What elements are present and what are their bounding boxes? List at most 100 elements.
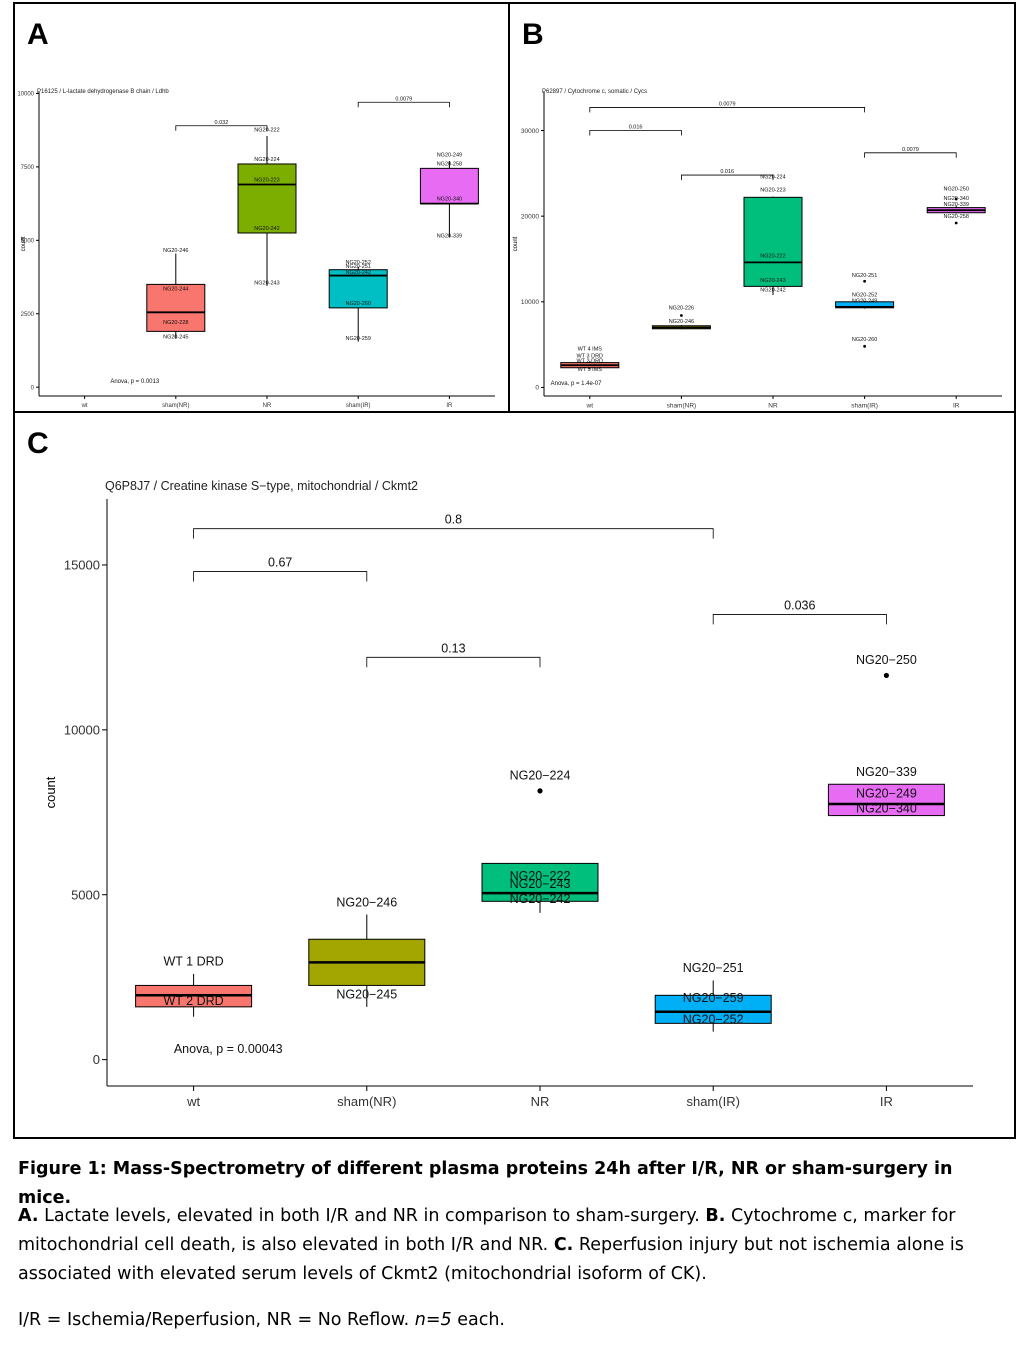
- panel-a-anova-annotation: Anova, p = 0.0013: [110, 379, 160, 385]
- caption-a-label: A.: [18, 1206, 39, 1226]
- panel-a-y-tick-label: 5000: [21, 238, 35, 244]
- panel-a-point-label: NG20-243: [254, 280, 279, 286]
- panel-a-chart: P16125 / L-lactate dehydrogenase B chain…: [17, 89, 495, 409]
- panel-a-y-tick-label: 7500: [21, 165, 35, 171]
- panel-a-x-tick-label: sham(IR): [346, 403, 371, 409]
- panel-c-point-label: WT 2 DRD: [164, 994, 224, 1008]
- panel-a-point-label: NG20-251: [346, 264, 371, 270]
- panel-a-point-label: NG20-259: [346, 336, 371, 342]
- panel-a-point-label: NG20-258: [437, 161, 462, 167]
- panel-c-point-label: NG20−249: [856, 786, 917, 800]
- panel-c-chart-title: Q6P8J7 / Creatine kinase S−type, mitocho…: [105, 479, 418, 493]
- panel-b-comparison-bracket: [589, 107, 865, 113]
- panel-c-point-label: NG20−245: [336, 988, 397, 1002]
- panel-a-letter: A: [27, 18, 49, 51]
- panel-b-y-axis-label: count: [513, 236, 519, 251]
- panel-a-box-nr: [237, 163, 297, 234]
- panel-c-y-tick-label: 0: [93, 1052, 100, 1067]
- panel-a-point-label: NG20-340: [437, 197, 462, 203]
- panel-b-point-label: NG20-252: [852, 293, 877, 299]
- panel-a: A P16125 / L-lactate dehydrogenase B cha…: [13, 2, 510, 413]
- panel-b-point-label: NG20-250: [944, 186, 969, 192]
- panel-a-comparison-label: 0.032: [215, 120, 229, 126]
- panel-b-point-label: NG20-246: [669, 319, 694, 325]
- panel-a-point-label: NG20-244: [163, 286, 188, 292]
- panel-c-y-tick-label: 10000: [64, 722, 100, 737]
- panel-c-point-label: NG20−339: [856, 765, 917, 779]
- panel-b-comparison-label: 0.016: [629, 125, 643, 131]
- panel-c-point-label: NG20−340: [856, 801, 917, 815]
- panel-a-y-axis-label: count: [21, 236, 27, 251]
- panel-c-x-tick-label: NR: [531, 1094, 550, 1109]
- caption-b-text: Cytochrome c, marker for mitochondrial c…: [18, 1206, 956, 1255]
- panel-c-point-label: NG20−250: [856, 653, 917, 667]
- panel-c-letter: C: [27, 427, 49, 460]
- panel-a-y-tick-label: 10000: [17, 92, 34, 98]
- panel-a-point-label: NG20-339: [437, 233, 462, 239]
- panel-b-x-tick-label: sham(NR): [667, 403, 697, 410]
- panel-b-box-nr: [743, 196, 803, 287]
- panel-c-point-label: NG20−242: [510, 892, 571, 906]
- caption-abbr-text: I/R = Ischemia/Reperfusion, NR = No Refl…: [18, 1310, 415, 1330]
- panel-c-point-label: NG20−259: [683, 991, 744, 1005]
- panel-c-comparison-bracket: [712, 614, 887, 625]
- panel-b-point-label: NG20-251: [852, 273, 877, 279]
- caption-c-label: C.: [553, 1235, 574, 1255]
- panel-c-outlier-point: [883, 672, 890, 679]
- panel-b-x-tick-label: wt: [586, 403, 594, 410]
- panel-c-x-tick-label: wt: [186, 1094, 200, 1109]
- panel-b-comparison-label: 0.0079: [719, 101, 736, 107]
- panel-b-point-label: NG20-258: [944, 214, 969, 220]
- panel-b-point-label: NG20-260: [852, 337, 877, 343]
- panel-c-outlier-point: [537, 788, 543, 794]
- panel-b-comparison-label: 0.016: [720, 169, 734, 175]
- panel-b-point-label: WT 4 IMS: [578, 347, 603, 353]
- panel-c-comparison-label: 0.13: [441, 641, 465, 655]
- panel-b-x-tick-label: IR: [953, 403, 960, 410]
- caption-c-text: Reperfusion injury but not ischemia alon…: [18, 1235, 964, 1284]
- panel-a-comparison-bracket: [175, 125, 268, 131]
- panel-b-point-label: NG20-249: [852, 299, 877, 305]
- panel-b-y-tick-label: 10000: [521, 299, 539, 306]
- panel-c-x-tick-label: IR: [880, 1094, 893, 1109]
- panel-a-x-tick-label: wt: [81, 403, 88, 409]
- panel-b-letter: B: [522, 18, 544, 51]
- panel-c-point-label: NG20−224: [510, 768, 571, 782]
- panel-c-comparison-bracket: [193, 571, 368, 582]
- panel-c-comparison-label: 0.036: [784, 598, 815, 612]
- panel-b-outlier-point: [680, 314, 683, 317]
- panel-b-point-label: NG20-222: [760, 253, 785, 259]
- panel-c-point-label: NG20−246: [336, 895, 397, 909]
- panel-c-comparison-label: 0.67: [268, 556, 292, 570]
- panel-b-point-label: WT 2 DRD: [577, 359, 604, 365]
- panel-a-point-label: NG20-245: [163, 335, 188, 341]
- panel-b-outlier-point: [863, 344, 866, 348]
- panel-a-point-label: NG20-224: [254, 157, 279, 163]
- panel-c-box-nr: [481, 862, 599, 902]
- panel-b-point-label: NG20-339: [944, 202, 969, 208]
- panel-b-point-label: WT 5 IMS: [578, 367, 603, 373]
- panel-a-point-label: NG20-228: [163, 320, 188, 326]
- panel-c-point-label: NG20−252: [683, 1012, 744, 1026]
- panel-c-y-tick-label: 15000: [64, 558, 100, 573]
- panel-b-anova-annotation: Anova, p = 1.4e-07: [551, 381, 603, 387]
- panel-c-comparison-bracket: [193, 528, 714, 539]
- panel-a-point-label: NG20-252: [346, 260, 371, 266]
- panel-a-comparison-label: 0.0079: [395, 96, 412, 102]
- panel-c-x-tick-label: sham(NR): [337, 1094, 396, 1109]
- panel-c-point-label: WT 1 DRD: [164, 955, 224, 969]
- panel-c-point-label: NG20−251: [683, 961, 744, 975]
- panel-a-point-label: NG20-223: [254, 178, 279, 184]
- panel-a-box-shamnr: [146, 283, 206, 332]
- panel-b-y-tick-label: 30000: [521, 128, 539, 135]
- caption-a-text: Lactate levels, elevated in both I/R and…: [38, 1206, 706, 1226]
- panel-c-comparison-bracket: [366, 656, 541, 668]
- panel-c: C Q6P8J7 / Creatine kinase S−type, mitoc…: [13, 411, 1016, 1139]
- panel-c-box-ir: [827, 783, 945, 817]
- panel-b-point-label: NG20-223: [760, 187, 785, 193]
- panel-b-comparison-label: 0.0079: [902, 147, 919, 153]
- panel-b-outlier-point: [863, 279, 866, 283]
- panel-c-box-shamir: [654, 994, 772, 1024]
- panel-a-point-label: NG20-242: [254, 226, 279, 232]
- panel-c-point-label: NG20−222: [510, 869, 571, 883]
